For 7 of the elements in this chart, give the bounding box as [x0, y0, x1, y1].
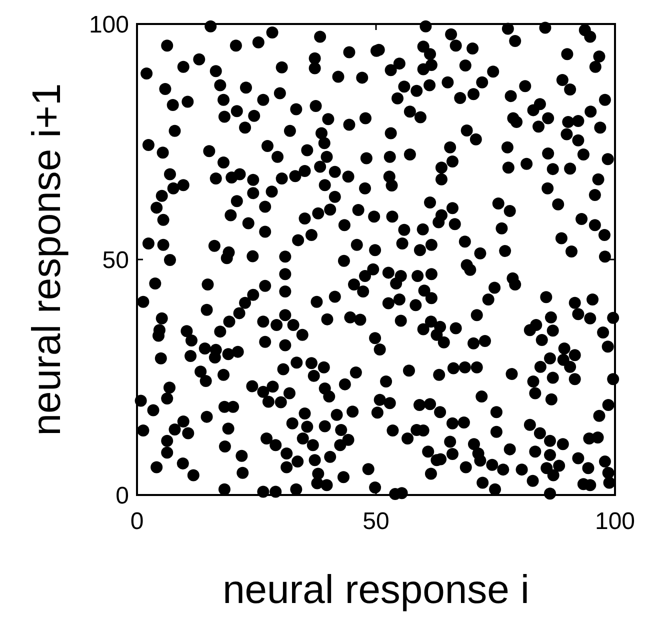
- x-tick-label: 100: [594, 508, 636, 535]
- y-tick-label: 100: [88, 11, 129, 38]
- y-tick-label: 50: [102, 246, 129, 274]
- x-axis-title: neural response i: [222, 568, 530, 612]
- y-tick-label: 0: [116, 482, 129, 510]
- x-tick-label: 50: [362, 508, 390, 535]
- y-axis-title: neural response i+1: [25, 83, 69, 436]
